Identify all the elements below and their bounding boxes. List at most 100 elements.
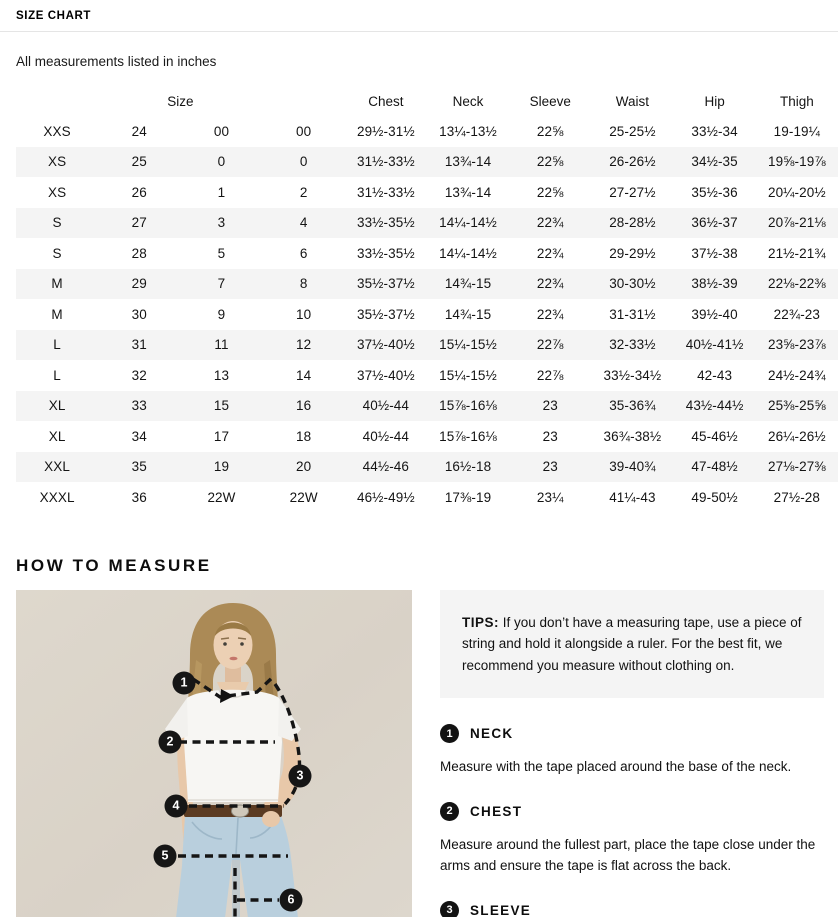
table-cell: 16 <box>296 398 312 414</box>
table-cell: 46½-49½ <box>356 489 415 505</box>
table-cell: 0 <box>299 154 308 170</box>
measure-items-list: 1 NECK Measure with the tape placed around… <box>440 724 824 917</box>
table-cell: 37½-38 <box>691 245 738 261</box>
table-cell: 22¾ <box>536 276 564 292</box>
table-cell: 2 <box>299 184 308 200</box>
table-cell: 42-43 <box>697 367 733 383</box>
table-cell: 3 <box>217 215 226 231</box>
table-cell: 29½-31½ <box>356 123 415 139</box>
table-cell: 00 <box>296 123 312 139</box>
table-cell: 33½-34½ <box>603 367 662 383</box>
table-cell: 24½-24¾ <box>767 367 826 383</box>
table-cell: 40½-44 <box>362 428 410 444</box>
table-cell: 33½-35½ <box>356 245 415 261</box>
table-cell: 22¾ <box>536 215 564 231</box>
table-cell: 12 <box>296 337 312 353</box>
table-row: XXXL 36 22W 22W 46½-49½ 17⅜-19 23¼ 41¼-43 49-50½… <box>16 482 838 513</box>
table-cell: 22⅞ <box>536 367 564 383</box>
table-cell: 33½-35½ <box>356 215 415 231</box>
figure-marker-1: 1 <box>172 671 196 694</box>
table-cell: 22¾-23 <box>773 306 821 322</box>
table-cell: 22⅝ <box>536 123 564 139</box>
table-cell: 36 <box>131 489 147 505</box>
col-header-neck: Neck <box>452 94 484 109</box>
table-row: M 29 7 8 35½-37½ 14¾-15 22¾ 30-30½ 38½-39 22⅛-22⅜ <box>16 268 838 299</box>
table-cell: 33 <box>131 398 147 414</box>
table-cell: 35½-37½ <box>356 306 415 322</box>
table-cell: 34½-35 <box>691 154 738 170</box>
table-cell: 14 <box>296 367 312 383</box>
measure-item-label: NECK <box>470 726 514 741</box>
table-cell: 22⅞ <box>536 337 564 353</box>
table-cell: 26-26½ <box>609 154 656 170</box>
table-cell: 43½-44½ <box>685 398 744 414</box>
table-row: XL 33 15 16 40½-44 15⅞-16⅛ 23 35-36¾ 43½-44½ 25⅜-… <box>16 390 838 421</box>
table-cell: 27 <box>131 215 147 231</box>
table-cell: 4 <box>299 215 308 231</box>
measure-item-description: Measure around the fullest part, place t… <box>440 836 816 874</box>
table-cell: 19 <box>213 459 230 475</box>
table-cell: 31½-33½ <box>356 184 415 200</box>
table-cell: 15¼-15½ <box>439 367 497 383</box>
table-row: S 28 5 6 33½-35½ 14¼-14½ 22¾ 29-29½ 37½-38 21½-21… <box>16 238 838 269</box>
figure-marker-6: 6 <box>279 888 303 911</box>
table-cell: 44½-46 <box>362 459 410 475</box>
figure-marker-3: 3 <box>288 764 312 787</box>
number-badge-icon: 3 <box>440 900 459 917</box>
table-cell: 15 <box>213 398 230 414</box>
table-cell: 33½-34 <box>691 123 738 139</box>
table-cell: 10 <box>296 306 312 322</box>
measure-item-description: Measure with the tape placed around the … <box>440 759 792 774</box>
figure-marker-2: 2 <box>158 730 182 753</box>
measure-item-header: 1 NECK <box>440 724 824 743</box>
table-cell: XL <box>48 398 66 414</box>
table-cell: XXS <box>43 123 71 139</box>
table-cell: 00 <box>213 123 230 139</box>
table-cell: 41¼-43 <box>609 489 656 505</box>
table-cell: 27⅛-27⅜ <box>767 459 826 475</box>
table-cell: 32 <box>131 367 147 383</box>
table-cell: 16½-18 <box>444 459 492 475</box>
measure-item-chest: 2 CHEST Measure around the fullest part, p… <box>440 801 824 877</box>
measure-item-header: 3 SLEEVE <box>440 900 824 917</box>
table-cell: 20¼-20½ <box>767 184 826 200</box>
measure-item-sleeve: 3SLEEVEWith arm straight next to the bod… <box>440 900 824 917</box>
table-cell: 25-25½ <box>609 123 656 139</box>
table-cell: XXXL <box>39 489 75 505</box>
table-cell: 35-36¾ <box>609 398 656 414</box>
number-badge-icon: 2 <box>440 801 459 821</box>
table-cell: 15¼-15½ <box>439 337 497 353</box>
table-row: L 31 11 12 37½-40½ 15¼-15½ 22⅞ 32-33½ 40½-41½ 23⅝… <box>16 329 838 360</box>
table-cell: 14¼-14½ <box>439 215 497 231</box>
page-title: SIZE CHART <box>16 10 91 22</box>
table-cell: 17 <box>213 428 230 444</box>
table-cell: XXL <box>44 459 70 475</box>
table-cell: M <box>51 276 63 292</box>
table-cell: 38½-39 <box>691 276 738 292</box>
table-cell: 27½-28 <box>773 489 821 505</box>
table-cell: XS <box>47 154 67 170</box>
col-header-chest: Chest <box>368 94 404 109</box>
table-cell: 31½-33½ <box>356 154 415 170</box>
table-cell: 40½-44 <box>362 398 410 414</box>
table-cell: 13¾-14 <box>444 154 492 170</box>
table-cell: 13¾-14 <box>444 184 492 200</box>
table-cell: 28-28½ <box>609 215 656 231</box>
table-row: XXL 35 19 20 44½-46 16½-18 23 39-40¾ 47-48½ 27⅛-2… <box>16 451 838 482</box>
table-cell: 40½-41½ <box>685 337 744 353</box>
table-cell: 19-19¼ <box>773 123 821 139</box>
table-cell: 37½-40½ <box>356 337 415 353</box>
table-header-row: Size Chest Neck Sleeve Waist Hip Thigh <box>16 87 838 116</box>
table-cell: 23 <box>542 398 558 414</box>
measure-item-neck: 1 NECK Measure with the tape placed around… <box>440 724 824 778</box>
table-cell: 17⅜-19 <box>444 489 492 505</box>
table-cell: 30-30½ <box>609 276 656 292</box>
table-cell: 22W <box>289 489 318 505</box>
figure-marker-5: 5 <box>153 844 177 867</box>
table-cell: 22W <box>207 489 236 505</box>
table-cell: 19⅝-19⅞ <box>767 154 826 170</box>
table-cell: 22¾ <box>536 306 564 322</box>
table-cell: 27-27½ <box>609 184 656 200</box>
col-header-hip: Hip <box>704 94 725 109</box>
table-cell: 14¾-15 <box>444 306 492 322</box>
